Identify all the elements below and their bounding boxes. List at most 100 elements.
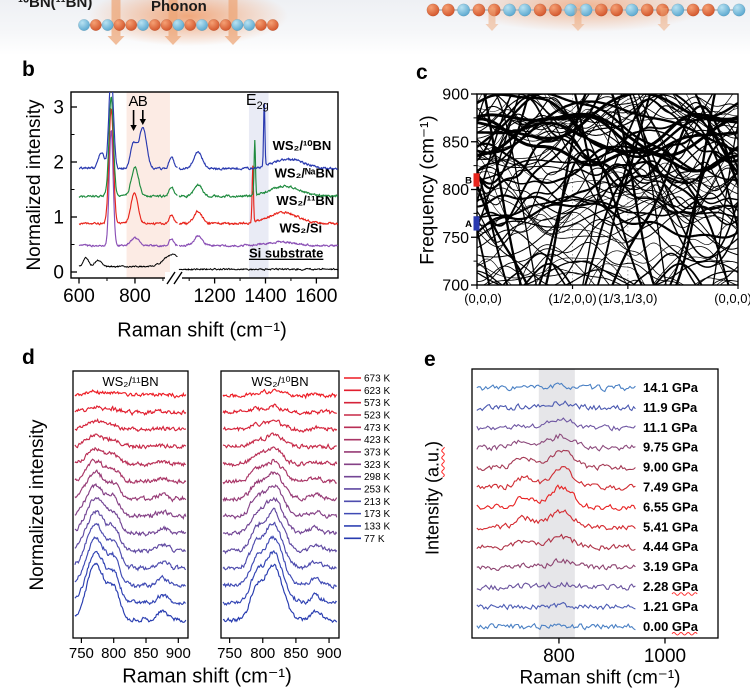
boron-atom xyxy=(148,19,161,31)
spectrum-curve-WS₂/¹⁰BN xyxy=(79,92,178,171)
phonon-arrow-icon xyxy=(164,0,182,45)
phonon-band xyxy=(477,94,738,259)
boron-atom xyxy=(184,19,197,31)
legend-label: 173 K xyxy=(364,509,390,520)
pressure-label: 5.41 GPa xyxy=(643,519,699,534)
legend-label: 133 K xyxy=(364,521,390,532)
phonon-band xyxy=(477,253,738,285)
spectrum-curve-Si substrate xyxy=(178,267,338,271)
phonon-band xyxy=(477,94,738,140)
x-tick-label: 800 xyxy=(250,645,275,662)
nitrogen-atom xyxy=(101,19,114,31)
legend-label: 673 K xyxy=(364,374,390,385)
axis-break-slash xyxy=(173,271,183,285)
x-tick-label: 800 xyxy=(101,645,126,662)
panel-d-ylabel: Normalized intensity xyxy=(27,419,48,591)
plot-frame xyxy=(471,368,719,639)
legend-label: 373 K xyxy=(364,447,390,458)
x-tick-label: 750 xyxy=(217,645,242,662)
panel-letter-c: c xyxy=(416,61,428,84)
pressure-label: 3.19 GPa xyxy=(643,559,699,574)
boron-atom xyxy=(686,3,700,17)
axis-break-slash xyxy=(166,271,176,285)
panel-letter-d: d xyxy=(22,346,35,369)
phonon-band xyxy=(477,118,738,285)
temperature-curve-77 K xyxy=(222,563,338,624)
y-tick-label: 800 xyxy=(442,182,469,199)
pressure-curve-5.41-GPa xyxy=(476,508,636,531)
nitrogen-atom xyxy=(717,3,731,17)
atom-chain-right xyxy=(426,3,746,17)
temperature-curve-623 K xyxy=(74,405,187,417)
pressure-label: 9.75 GPa xyxy=(643,440,699,455)
phonon-band xyxy=(477,213,738,257)
boron-atom xyxy=(160,19,173,31)
phonon-band xyxy=(477,170,738,223)
boron-atom xyxy=(441,3,455,17)
y-tick-label: 850 xyxy=(442,134,469,151)
subpanel-title: WS₂/¹¹BN xyxy=(102,374,158,389)
kpoint-label: (0,0,0) xyxy=(714,291,750,306)
pressure-label: 11.9 GPa xyxy=(643,400,698,415)
legend-label: 573 K xyxy=(364,398,390,409)
phonon-arrow-icon xyxy=(657,8,671,31)
chart-e: 800 1000 14.1 GPa 11.9 GPa 11.1 GPa 9.75 GPa 9… xyxy=(471,368,719,667)
panel-e-ylabel-pre: Intensity ( xyxy=(422,477,443,556)
legend-label: 473 K xyxy=(364,423,390,434)
x-tick-label: 850 xyxy=(283,645,308,662)
phonon-band xyxy=(477,129,738,181)
temperature-curve-77 K xyxy=(74,562,187,623)
x-tick-label: 1200 xyxy=(193,286,235,307)
plot-frame xyxy=(70,91,339,279)
boron-atom xyxy=(255,19,267,31)
boron-atom xyxy=(113,19,126,31)
pressure-label: 9.00 GPa xyxy=(643,460,699,475)
legend-label: 523 K xyxy=(364,410,390,421)
panel-a-graphic xyxy=(78,0,746,46)
boron-atom xyxy=(594,3,608,17)
boron-atom xyxy=(426,3,440,17)
temperature-curve-373 K xyxy=(74,469,187,503)
nitrogen-atom xyxy=(196,19,208,31)
temperature-curve-423 K xyxy=(222,458,338,485)
boron-atom xyxy=(472,3,486,17)
boron-atom xyxy=(207,19,220,31)
temperature-curve-133 K xyxy=(222,549,338,606)
x-tick-label: 750 xyxy=(69,645,94,662)
nitrogen-atom xyxy=(518,3,532,17)
spellcheck-squiggle-icon xyxy=(671,592,698,596)
pressure-label: 4.44 GPa xyxy=(643,539,699,554)
annotation-arrowhead-icon xyxy=(130,125,137,131)
temperature-curve-673 K xyxy=(74,389,187,399)
temperature-curve-173 K xyxy=(222,535,338,590)
pressure-curve-9.75-GPa xyxy=(476,433,636,452)
nitrogen-atom xyxy=(579,3,593,17)
temperature-curve-623 K xyxy=(222,403,337,416)
kpoint-label: (1/3,1/3,0) xyxy=(598,291,657,306)
panel-e-xlabel: Raman shift (cm⁻¹) xyxy=(519,667,681,689)
shaded-band xyxy=(538,369,575,638)
panel-e-ylabel-au: a.u. xyxy=(422,446,443,477)
x-tick-label: 1600 xyxy=(295,286,337,307)
temperature-curve-523 K xyxy=(74,433,187,450)
spellcheck-squiggle-icon xyxy=(671,632,698,636)
series-label: WS₂/¹¹BN xyxy=(276,193,334,208)
x-tick-label: 1400 xyxy=(244,286,286,307)
spectrum-curve-Si substrate xyxy=(78,253,178,268)
pressure-curve-11.1-GPa xyxy=(476,417,636,432)
kpoint-label: (0,0,0) xyxy=(464,291,502,306)
temperature-curve-423 K xyxy=(74,458,187,485)
phonon-arrow-icon xyxy=(485,8,499,31)
pressure-curve-1.21-GPa xyxy=(476,601,636,611)
nitrogen-atom xyxy=(137,19,149,31)
phonon-band xyxy=(477,258,738,285)
phonon-band xyxy=(523,263,703,285)
nitrogen-atom xyxy=(231,19,244,31)
panel-letter-e: e xyxy=(424,348,436,371)
pressure-curve-4.44-GPa xyxy=(476,533,636,552)
spectrum-curve-WS₂/¹¹BN xyxy=(178,165,338,226)
temperature-curve-373 K xyxy=(222,471,338,503)
legend-label: 253 K xyxy=(364,484,390,495)
y-tick-label: 700 xyxy=(442,278,469,295)
